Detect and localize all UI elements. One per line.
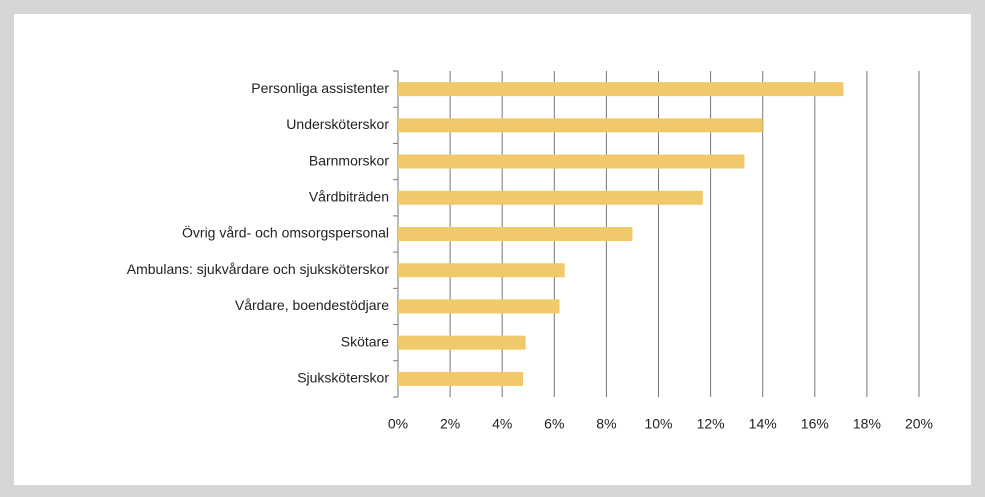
x-tick-label: 6% (544, 416, 564, 432)
y-tick-label: Vårdbiträden (309, 188, 389, 204)
x-tick-label: 20% (905, 416, 933, 432)
x-tick-label: 0% (388, 416, 408, 432)
bar (398, 118, 763, 133)
y-tick-label: Vårdare, boendestödjare (235, 297, 389, 313)
y-tick-label: Barnmorskor (309, 152, 389, 168)
x-tick-label: 2% (440, 416, 460, 432)
x-tick-label: 18% (853, 416, 881, 432)
x-tick-label: 12% (697, 416, 725, 432)
y-tick-label: Undersköterskor (286, 116, 389, 132)
y-tick-label: Skötare (341, 333, 389, 349)
bar (398, 190, 703, 205)
bar (398, 371, 524, 386)
bar (398, 299, 560, 314)
bar (398, 227, 633, 241)
y-tick-label: Övrig vård- och omsorgspersonal (182, 224, 389, 241)
bar (398, 82, 844, 97)
x-tick-label: 14% (749, 416, 777, 432)
x-tick-label: 4% (492, 416, 512, 432)
bar (398, 335, 526, 350)
y-tick-label: Sjuksköterskor (297, 370, 389, 386)
x-tick-label: 8% (596, 416, 616, 432)
y-tick-label: Personliga assistenter (251, 80, 389, 96)
x-tick-label: 10% (644, 416, 672, 432)
bar (398, 263, 565, 278)
x-tick-label: 16% (801, 416, 829, 432)
bar (398, 154, 745, 169)
y-tick-label: Ambulans: sjukvårdare och sjuksköterskor (127, 261, 390, 277)
